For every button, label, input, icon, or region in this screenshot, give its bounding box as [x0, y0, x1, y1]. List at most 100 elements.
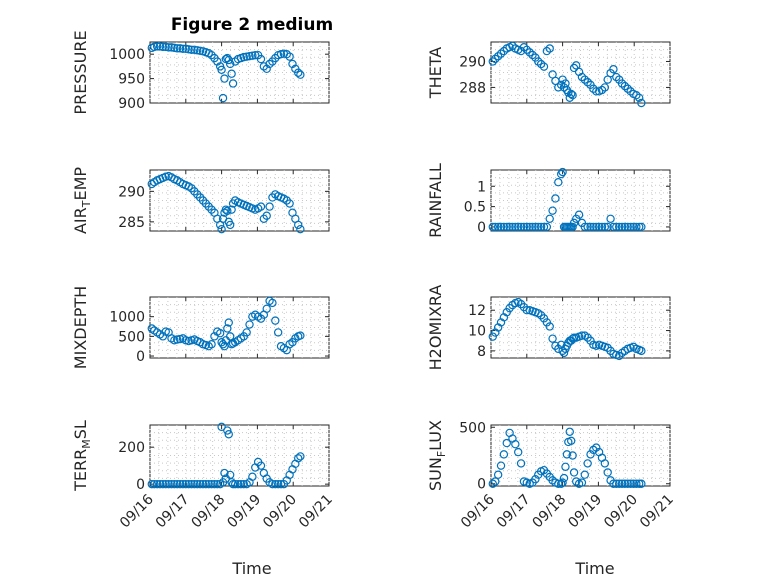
data-point — [294, 68, 303, 77]
data-point — [545, 214, 554, 223]
data-point — [556, 169, 566, 179]
data-point — [276, 50, 286, 59]
data-point — [617, 479, 627, 488]
data-point — [294, 454, 303, 463]
data-point — [488, 332, 497, 341]
data-point — [580, 470, 589, 479]
data-point — [558, 478, 567, 487]
x-tick-label: 09/16 — [117, 491, 157, 531]
data-point — [161, 479, 170, 489]
data-point — [256, 202, 266, 211]
data-point — [519, 42, 529, 52]
y-axis-label: THETA — [426, 47, 445, 99]
data-point — [201, 479, 211, 489]
data-point — [632, 91, 641, 100]
y-tick-label: 900 — [118, 96, 145, 112]
data-point — [534, 57, 543, 66]
data-point — [164, 479, 173, 489]
data-point — [207, 340, 216, 349]
data-point — [623, 84, 632, 93]
data-point — [528, 50, 537, 60]
data-point — [612, 479, 621, 488]
data-point — [175, 479, 185, 489]
data-point — [525, 48, 534, 57]
panel-h2omixra: 8 10 12 H2OMIXRA — [426, 285, 671, 371]
data-point — [597, 85, 607, 95]
data-point — [225, 332, 235, 341]
data-point — [296, 224, 305, 234]
data-point — [493, 470, 503, 479]
data-point — [221, 205, 231, 214]
data-point — [534, 222, 543, 232]
data-point — [516, 459, 526, 468]
data-point — [609, 65, 618, 74]
x-tick-label: 09/20 — [601, 492, 641, 532]
data-point — [612, 72, 621, 82]
data-point — [496, 222, 506, 232]
y-tick-label: 0.5 — [464, 200, 486, 216]
data-point — [620, 222, 630, 232]
data-point — [271, 316, 280, 325]
data-point — [296, 452, 305, 461]
data-point — [637, 98, 646, 108]
data-point — [173, 44, 182, 53]
data-point — [167, 43, 176, 52]
data-point — [491, 222, 500, 232]
plot-area — [490, 169, 671, 232]
y-tick-label: 10 — [468, 324, 486, 340]
y-axis-label: PRESSURE — [71, 30, 90, 114]
data-point — [583, 78, 592, 87]
data-point — [635, 93, 644, 103]
data-point — [150, 479, 159, 489]
y-tick-label: 285 — [118, 215, 145, 231]
data-point — [178, 44, 188, 54]
y-tick-label: 0 — [136, 349, 145, 365]
data-point — [568, 451, 577, 460]
x-tick-label: 09/19 — [565, 492, 605, 532]
data-point — [248, 472, 257, 481]
data-point — [268, 298, 277, 308]
data-point — [577, 331, 587, 340]
data-point — [228, 79, 238, 88]
x-tick-label: 09/21 — [296, 492, 336, 532]
data-point — [614, 479, 624, 488]
data-point — [220, 74, 229, 83]
y-tick-label: 0 — [136, 477, 145, 493]
data-point — [562, 450, 572, 459]
data-point — [213, 479, 222, 489]
data-point — [224, 430, 233, 439]
data-point — [606, 214, 615, 223]
data-point — [499, 222, 509, 232]
data-point — [583, 459, 592, 468]
data-point — [522, 45, 532, 54]
y-axis-label: H2OMIXRA — [426, 285, 445, 371]
data-point — [207, 479, 216, 489]
data-point — [609, 479, 618, 488]
data-point — [190, 479, 199, 489]
data-point — [218, 93, 228, 103]
data-point — [556, 80, 566, 90]
data-point — [167, 479, 176, 489]
data-point — [600, 459, 610, 468]
data-point — [217, 422, 226, 432]
x-tick-label: 09/16 — [458, 491, 498, 531]
data-point — [265, 202, 274, 211]
data-point — [531, 222, 540, 232]
data-point — [158, 332, 168, 341]
data-point — [150, 42, 159, 52]
data-point — [592, 443, 601, 452]
data-point — [565, 93, 574, 103]
x-tick-label: 09/17 — [153, 492, 193, 532]
data-point — [531, 475, 540, 484]
data-point — [600, 83, 610, 92]
data-point — [617, 222, 627, 232]
data-point — [198, 479, 208, 489]
data-point — [175, 44, 185, 53]
data-point — [542, 222, 552, 232]
data-point — [558, 167, 567, 177]
x-axis-label-left: Time — [231, 559, 271, 578]
data-point — [155, 42, 165, 51]
data-point — [597, 222, 607, 232]
y-axis-label: SUNFLUX — [426, 420, 448, 491]
